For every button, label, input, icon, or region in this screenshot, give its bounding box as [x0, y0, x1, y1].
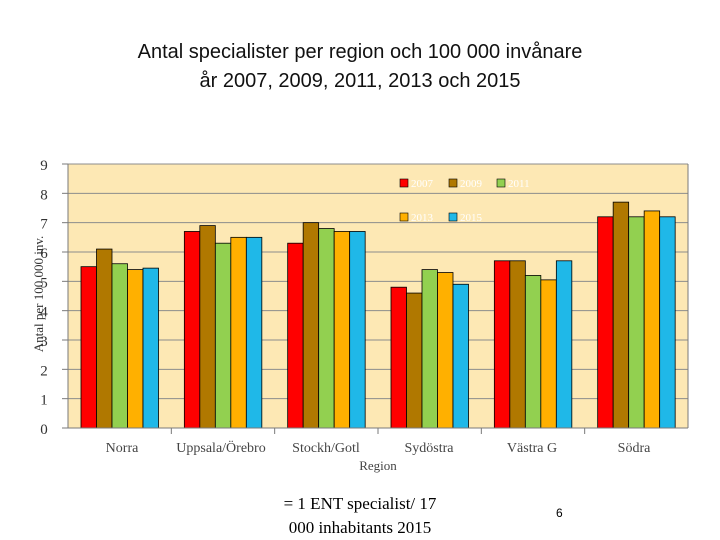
legend-swatch-2007	[399, 178, 409, 188]
category-label: Södra	[618, 441, 651, 456]
legend-label-2013: 2013	[411, 212, 434, 224]
bar-2007	[183, 231, 201, 429]
legend-swatch-2015	[448, 212, 458, 222]
bar-2009	[302, 222, 320, 429]
bar-2013	[643, 210, 661, 429]
bar-2009	[96, 248, 113, 429]
y-tick-label: 3	[40, 334, 48, 350]
legend-label-2007: 2007	[411, 178, 434, 190]
bar-2007	[597, 216, 614, 429]
legend-label-2015: 2015	[460, 212, 483, 224]
legend-swatch-2009	[448, 178, 458, 188]
legend-label-2011: 2011	[508, 178, 530, 190]
bar-2011	[214, 242, 232, 429]
page-number: 6	[556, 506, 563, 520]
bar-2015	[142, 267, 159, 429]
bar-2011	[628, 216, 645, 429]
category-label: Stockh/Gotl	[292, 441, 360, 456]
bar-2013	[437, 272, 454, 429]
bar-2011	[421, 269, 438, 429]
bar-2013	[127, 269, 144, 429]
legend-swatch-2011	[496, 178, 506, 188]
y-tick-label: 8	[40, 187, 48, 203]
bar-2015	[659, 216, 676, 429]
y-tick-label: 0	[40, 422, 48, 438]
bar-2011	[111, 263, 128, 429]
bar-2015	[349, 231, 366, 429]
x-axis-label: Region	[359, 458, 397, 473]
bar-2015	[245, 236, 263, 429]
plot-area	[68, 164, 688, 428]
footnote-line1: = 1 ENT specialist/ 17	[283, 494, 437, 513]
y-tick-label: 1	[40, 393, 48, 409]
bar-2013	[540, 279, 557, 429]
bar-2007	[390, 286, 407, 429]
legend-label-2009: 2009	[460, 178, 483, 190]
y-tick-label: 2	[40, 363, 48, 379]
category-label: Uppsala/Örebro	[176, 439, 265, 456]
chart-title: Antal specialister per region och 100 00…	[0, 38, 720, 96]
bar-2015	[555, 260, 573, 429]
chart-title-line2: år 2007, 2009, 2011, 2013 och 2015	[199, 70, 521, 92]
bar-2007	[493, 260, 511, 429]
footnote-line2: 000 inhabitants 2015	[288, 518, 432, 537]
bar-2009	[406, 292, 423, 429]
y-tick-label: 4	[40, 305, 48, 321]
bar-2009	[509, 260, 526, 429]
y-tick-label: 5	[40, 275, 48, 291]
bar-2011	[318, 228, 335, 429]
y-tick-label: 6	[40, 246, 48, 262]
bar-2013	[333, 231, 351, 429]
category-label: Västra G	[507, 441, 557, 456]
bar-2007	[80, 266, 97, 429]
category-label: Norra	[106, 441, 139, 456]
bar-2009	[612, 201, 630, 429]
y-axis-label: Antal per 100 000 inv.	[31, 236, 46, 353]
category-label: Sydöstra	[405, 441, 455, 456]
bar-2009	[199, 225, 216, 429]
bar-2011	[524, 275, 542, 429]
chart-title-line1: Antal specialister per region och 100 00…	[137, 41, 583, 63]
footnote: = 1 ENT specialist/ 17 000 inhabitants 2…	[250, 492, 470, 540]
bar-2015	[452, 283, 469, 429]
legend-swatch-2013	[399, 212, 409, 222]
y-tick-label: 9	[40, 158, 48, 174]
bar-2007	[287, 242, 304, 429]
y-tick-label: 7	[40, 217, 48, 233]
bar-2013	[230, 236, 247, 429]
